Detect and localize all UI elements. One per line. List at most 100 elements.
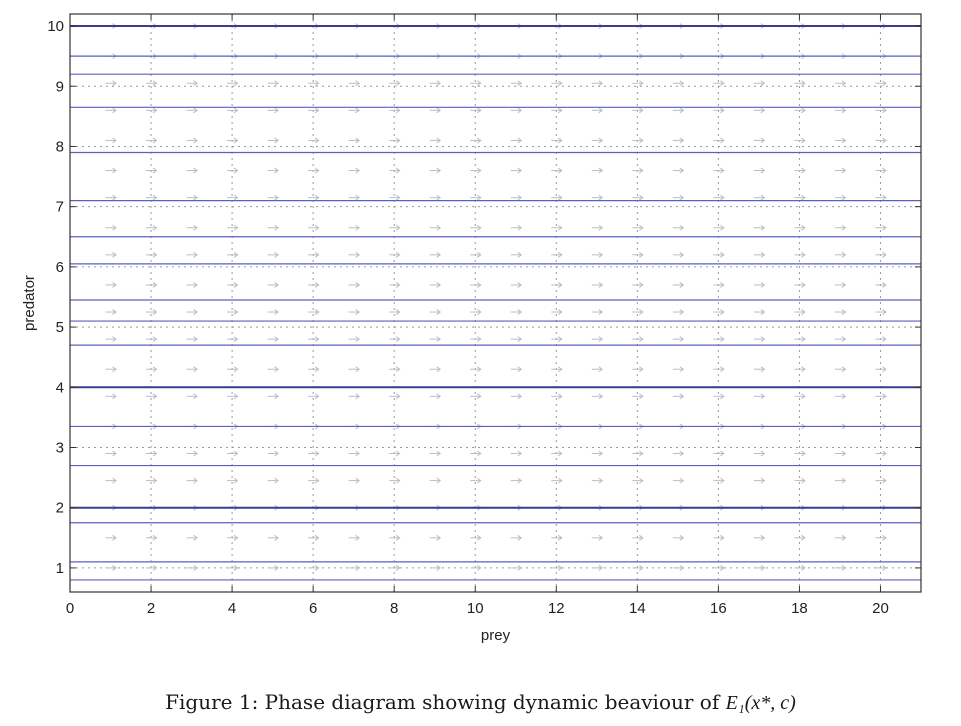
direction-arrow — [470, 282, 482, 288]
arrow-head — [679, 251, 685, 258]
direction-arrow — [875, 80, 887, 87]
direction-arrow — [794, 450, 806, 457]
direction-arrow — [429, 251, 442, 258]
arrow-head — [760, 366, 766, 373]
arrow-head — [557, 336, 563, 343]
direction-arrow — [672, 565, 685, 571]
arrow-head — [679, 477, 685, 484]
arrow-head — [112, 450, 117, 457]
arrow-head — [557, 282, 563, 288]
direction-arrow — [227, 366, 239, 373]
arrow-head — [517, 534, 523, 541]
direction-arrow — [591, 194, 604, 201]
direction-arrow — [551, 137, 563, 144]
direction-arrow — [632, 167, 644, 174]
arrow-head — [355, 282, 361, 288]
direction-arrow — [186, 477, 198, 484]
arrow-head — [355, 107, 361, 114]
arrow-head — [355, 80, 361, 87]
arrow-head — [112, 194, 117, 201]
direction-arrow — [834, 80, 847, 87]
direction-arrow — [267, 565, 279, 571]
arrow-head — [274, 366, 279, 373]
arrow-head — [598, 137, 604, 144]
arrow-head — [355, 309, 361, 315]
direction-arrow — [591, 251, 604, 258]
arrow-head — [720, 137, 725, 144]
direction-arrow — [186, 137, 198, 144]
arrow-head — [193, 534, 198, 541]
direction-arrow — [753, 251, 766, 258]
direction-arrow — [186, 309, 198, 315]
direction-arrow — [713, 309, 725, 315]
arrow-head — [436, 194, 442, 201]
arrow-head — [476, 137, 482, 144]
direction-arrow — [672, 450, 685, 457]
direction-arrow — [146, 80, 158, 87]
arrow-head — [517, 393, 523, 400]
direction-arrow — [591, 450, 604, 457]
arrow-head — [801, 80, 806, 87]
direction-arrow — [672, 477, 685, 484]
arrow-head — [882, 336, 887, 343]
arrow-head — [193, 194, 198, 201]
direction-arrow — [753, 336, 766, 343]
arrow-head — [193, 393, 198, 400]
direction-arrow — [591, 224, 604, 231]
direction-arrow — [672, 366, 685, 373]
direction-arrow — [389, 309, 401, 315]
arrow-head — [841, 336, 847, 343]
direction-arrow — [591, 309, 604, 315]
direction-arrow — [875, 224, 887, 231]
arrow-head — [314, 282, 320, 288]
direction-arrow — [632, 224, 644, 231]
arrow-head — [112, 80, 117, 87]
direction-arrow — [632, 450, 644, 457]
direction-arrow — [267, 282, 279, 288]
arrow-head — [598, 336, 604, 343]
arrow-head — [882, 477, 887, 484]
arrow-head — [193, 167, 198, 174]
direction-arrow — [632, 477, 644, 484]
x-tick-label: 12 — [548, 600, 565, 617]
arrow-head — [436, 336, 442, 343]
direction-arrow — [186, 393, 198, 400]
arrow-head — [436, 534, 442, 541]
arrow-head — [557, 107, 563, 114]
direction-arrow — [267, 107, 279, 114]
y-tick-label: 10 — [47, 18, 64, 35]
direction-arrow — [227, 137, 239, 144]
direction-arrow — [510, 107, 523, 114]
direction-arrow — [105, 282, 117, 288]
arrow-head — [233, 251, 239, 258]
arrow-head — [476, 450, 482, 457]
arrow-head — [152, 282, 158, 288]
direction-arrow — [186, 450, 198, 457]
direction-arrow — [389, 336, 401, 343]
arrow-head — [639, 534, 644, 541]
arrow-head — [274, 336, 279, 343]
direction-arrow — [105, 477, 117, 484]
arrow-head — [193, 477, 198, 484]
arrow-head — [314, 336, 320, 343]
y-axis-label: predator — [21, 275, 38, 331]
direction-arrow — [105, 450, 117, 457]
arrow-head — [598, 80, 604, 87]
arrow-head — [395, 167, 401, 174]
arrow-head — [355, 194, 361, 201]
arrow-head — [679, 309, 685, 315]
arrow-head — [314, 477, 320, 484]
direction-arrow — [389, 366, 401, 373]
arrow-head — [882, 251, 887, 258]
arrow-head — [395, 450, 401, 457]
arrow-head — [841, 450, 847, 457]
arrow-head — [720, 167, 725, 174]
arrow-head — [517, 80, 523, 87]
direction-arrow — [429, 336, 442, 343]
direction-arrow — [470, 336, 482, 343]
arrow-head — [476, 194, 482, 201]
arrow-head — [760, 534, 766, 541]
arrow-head — [355, 137, 361, 144]
arrow-head — [314, 194, 320, 201]
x-axis-ticks: 0 2 4 6 8 10 12 14 16 18 20 — [66, 14, 889, 617]
